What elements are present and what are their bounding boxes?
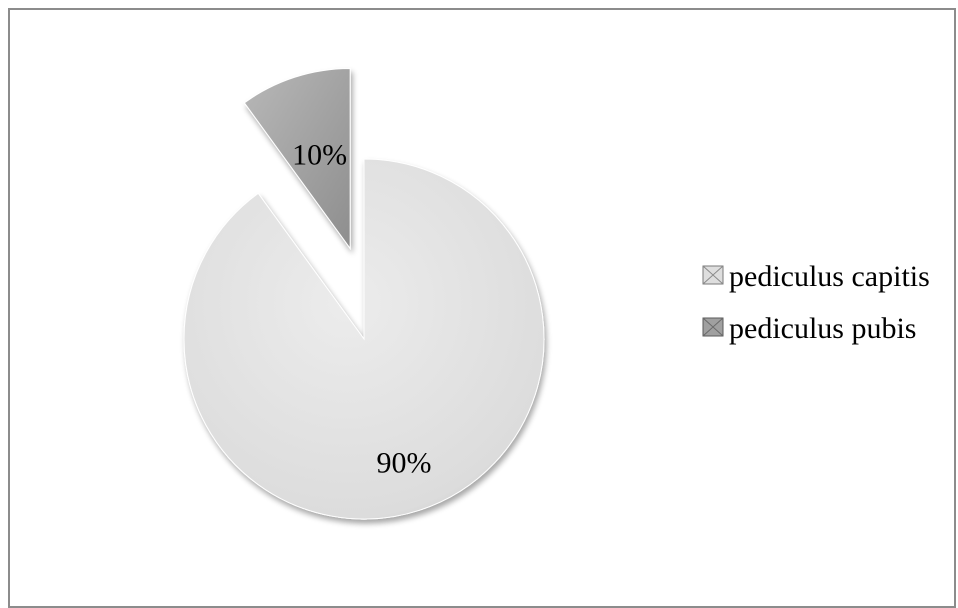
legend-label-pubis: pediculus pubis (729, 312, 917, 345)
legend-item-capitis: pediculus capitis (702, 260, 930, 293)
legend-label-capitis: pediculus capitis (729, 260, 930, 293)
slice-label-capitis: 90% (377, 446, 432, 479)
legend: pediculus capitis pediculus pubis (702, 260, 930, 345)
legend-swatch-pubis-mark (702, 317, 724, 337)
legend-item-pubis: pediculus pubis (702, 312, 917, 345)
slice-label-pubis: 10% (292, 138, 347, 171)
legend-swatch-capitis-mark (702, 265, 724, 285)
slice-capitis (183, 158, 545, 520)
pie-chart: 90% 10% pediculus capitis pediculus pubis (183, 67, 930, 520)
slice-pubis (243, 67, 351, 250)
